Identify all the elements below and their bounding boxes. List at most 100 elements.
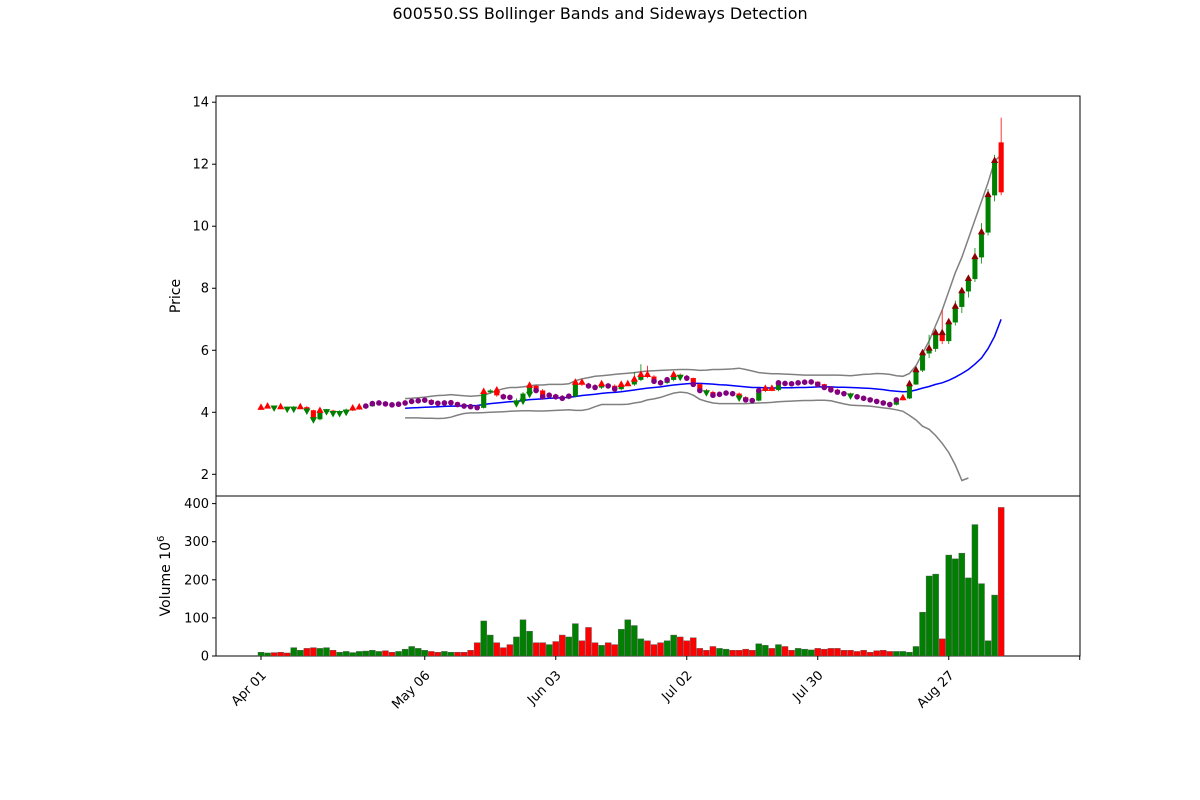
x-tick-label: Jul 02 bbox=[659, 668, 696, 705]
volume-bar bbox=[284, 652, 291, 657]
sell-marker bbox=[309, 417, 317, 424]
volume-bar bbox=[801, 648, 808, 657]
volume-bar bbox=[762, 645, 769, 657]
sell-marker bbox=[735, 395, 743, 402]
sideways-marker bbox=[428, 399, 435, 406]
volume-bar bbox=[971, 524, 979, 657]
volume-bar bbox=[873, 650, 880, 657]
price-y-tick-label: 2 bbox=[201, 468, 209, 483]
sideways-marker bbox=[363, 403, 369, 409]
volume-bar bbox=[781, 646, 789, 657]
x-tick-label: May 06 bbox=[389, 668, 433, 712]
sideways-marker bbox=[782, 380, 788, 387]
volume-bar bbox=[729, 650, 736, 657]
sideways-marker bbox=[435, 400, 441, 407]
sell-marker bbox=[283, 406, 291, 414]
breakout-marker bbox=[951, 302, 959, 309]
volume-bar bbox=[939, 638, 946, 657]
candle-body bbox=[933, 333, 939, 349]
volume-bar bbox=[834, 648, 841, 657]
sell-marker bbox=[303, 408, 311, 416]
price-y-tick-label: 4 bbox=[201, 406, 209, 421]
x-tick-label: Jun 03 bbox=[524, 668, 564, 708]
sideways-marker bbox=[421, 397, 428, 403]
sideways-marker bbox=[834, 389, 841, 395]
volume-y-tick-label: 0 bbox=[201, 650, 209, 665]
volume-bar bbox=[690, 637, 697, 657]
volume-bar bbox=[460, 651, 468, 657]
volume-bar bbox=[808, 649, 815, 657]
sideways-marker bbox=[749, 397, 756, 404]
volume-bar bbox=[572, 623, 579, 657]
price-y-tick-label: 14 bbox=[192, 96, 209, 111]
volume-bar bbox=[303, 648, 311, 657]
sideways-marker bbox=[376, 400, 382, 406]
volume-bar bbox=[768, 648, 776, 657]
volume-bar bbox=[840, 650, 848, 657]
volume-bar bbox=[310, 647, 317, 657]
middle-band-line bbox=[405, 319, 1002, 409]
volume-bar bbox=[297, 650, 304, 657]
volume-bar bbox=[565, 636, 573, 657]
sell-marker bbox=[846, 393, 855, 400]
volume-bar bbox=[860, 650, 867, 657]
sideways-marker bbox=[415, 398, 422, 404]
volume-bar bbox=[696, 648, 704, 657]
sideways-marker bbox=[775, 380, 782, 386]
volume-y-axis-label: Volume 106 bbox=[156, 536, 174, 617]
volume-bar bbox=[362, 650, 369, 657]
x-tick-label: Aug 27 bbox=[914, 668, 957, 711]
volume-bar bbox=[618, 629, 625, 657]
sideways-marker bbox=[539, 393, 546, 400]
candle-body bbox=[998, 142, 1004, 193]
candle-body bbox=[972, 257, 978, 280]
sideways-marker bbox=[683, 375, 690, 381]
volume-panel: 0 100 200 300 400 Volume 106 bbox=[156, 495, 1081, 665]
volume-bar bbox=[742, 648, 749, 657]
volume-bar bbox=[500, 647, 507, 657]
price-axes-frame bbox=[215, 95, 1081, 497]
buy-marker bbox=[899, 393, 907, 401]
volume-bar bbox=[369, 650, 376, 657]
sideways-marker bbox=[756, 387, 762, 394]
x-tick-label: Jul 30 bbox=[790, 668, 827, 705]
volume-bar bbox=[794, 648, 802, 657]
volume-bar bbox=[683, 640, 690, 657]
volume-bar bbox=[257, 651, 265, 657]
volume-bar bbox=[978, 583, 985, 657]
breakout-marker bbox=[991, 156, 999, 163]
volume-bar bbox=[519, 619, 527, 657]
volume-y-tick-label: 300 bbox=[184, 535, 209, 550]
candle-body bbox=[946, 322, 952, 342]
volume-bar bbox=[880, 650, 887, 657]
sideways-marker bbox=[795, 380, 801, 386]
volume-bar bbox=[441, 651, 448, 657]
candle-body bbox=[913, 370, 919, 385]
volume-bar bbox=[670, 634, 677, 657]
sideways-marker bbox=[566, 393, 572, 399]
buy-marker bbox=[493, 385, 501, 393]
sideways-marker bbox=[605, 383, 611, 389]
volume-bar bbox=[487, 634, 494, 657]
volume-bar bbox=[546, 644, 553, 657]
volume-bar bbox=[323, 647, 330, 657]
sideways-marker bbox=[441, 400, 448, 406]
sideways-marker bbox=[559, 395, 566, 402]
volume-bar bbox=[290, 647, 297, 657]
volume-bar bbox=[342, 651, 350, 657]
volume-bar bbox=[506, 644, 514, 657]
sideways-marker bbox=[467, 403, 474, 410]
volume-bar bbox=[270, 652, 278, 657]
volume-bar bbox=[925, 575, 933, 657]
volume-bar bbox=[965, 577, 972, 657]
sideways-marker bbox=[500, 393, 507, 400]
volume-bar bbox=[703, 650, 710, 657]
volume-bar bbox=[408, 646, 415, 657]
volume-bar bbox=[578, 640, 586, 657]
volume-bar bbox=[932, 573, 939, 657]
breakout-marker bbox=[984, 190, 992, 198]
sideways-marker bbox=[893, 397, 900, 403]
volume-bar bbox=[821, 648, 828, 657]
buy-marker bbox=[349, 403, 357, 411]
